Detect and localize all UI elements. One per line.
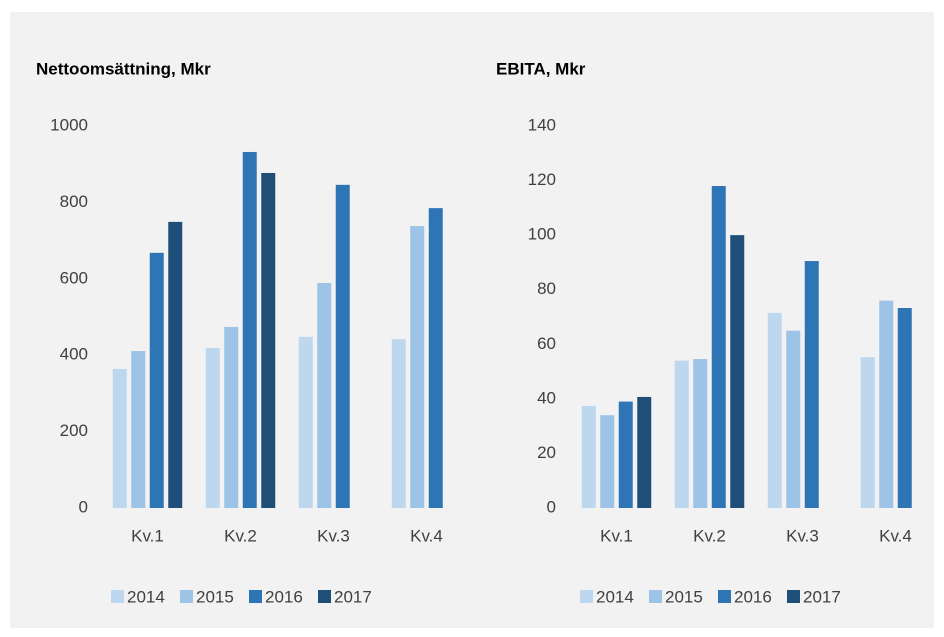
y-tick-label: 0 (547, 497, 556, 516)
bar (674, 360, 689, 508)
legend-swatch (249, 590, 262, 603)
legend-label: 2015 (196, 587, 234, 606)
x-tick-label: Kv.2 (693, 526, 726, 545)
x-tick-label: Kv.2 (224, 526, 257, 545)
x-tick-label: Kv.3 (317, 526, 350, 545)
y-tick-label: 0 (79, 497, 88, 516)
y-tick-label: 80 (537, 279, 556, 298)
bar (168, 221, 183, 508)
bar (224, 326, 239, 508)
y-tick-label: 400 (60, 345, 88, 364)
legend-swatch (180, 590, 193, 603)
y-tick-label: 20 (537, 443, 556, 462)
y-tick-label: 140 (528, 115, 556, 134)
bar (786, 330, 801, 508)
bar (149, 252, 164, 508)
legend-label: 2015 (665, 587, 703, 606)
legend-swatch (649, 590, 662, 603)
bar (693, 359, 708, 508)
bar (600, 415, 615, 508)
x-tick-label: Kv.1 (600, 526, 633, 545)
legend-swatch (580, 590, 593, 603)
legend-swatch (787, 590, 800, 603)
y-tick-label: 120 (528, 170, 556, 189)
y-tick-label: 60 (537, 334, 556, 353)
bar (205, 347, 220, 508)
x-tick-label: Kv.3 (786, 526, 819, 545)
bar (897, 307, 912, 508)
y-tick-label: 1000 (50, 115, 88, 134)
bar (730, 235, 745, 508)
y-tick-label: 600 (60, 268, 88, 287)
legend-label: 2017 (803, 587, 841, 606)
bar (711, 186, 726, 508)
legend-label: 2017 (334, 587, 372, 606)
bar (112, 368, 127, 508)
bar (860, 357, 875, 508)
bar (410, 226, 425, 509)
legend-swatch (718, 590, 731, 603)
bar (879, 300, 894, 508)
chart-title: Nettoomsättning, Mkr (36, 59, 211, 78)
bar (804, 261, 819, 508)
bar (317, 283, 332, 508)
legend-swatch (318, 590, 331, 603)
y-tick-label: 800 (60, 192, 88, 211)
x-tick-label: Kv.4 (410, 526, 443, 545)
legend-swatch (111, 590, 124, 603)
bar (131, 350, 146, 508)
legend-label: 2014 (127, 587, 165, 606)
bar (391, 339, 406, 508)
bar (242, 151, 257, 508)
legend-label: 2014 (596, 587, 634, 606)
legend-label: 2016 (265, 587, 303, 606)
bar (261, 172, 276, 508)
y-tick-label: 200 (60, 421, 88, 440)
bar (767, 312, 782, 508)
chart-title: EBITA, Mkr (496, 59, 586, 78)
bar (428, 208, 443, 508)
bar (618, 401, 633, 508)
x-tick-label: Kv.4 (879, 526, 912, 545)
bar (637, 396, 652, 508)
legend-label: 2016 (734, 587, 772, 606)
y-tick-label: 40 (537, 388, 556, 407)
x-tick-label: Kv.1 (131, 526, 164, 545)
y-tick-label: 100 (528, 225, 556, 244)
bar (335, 184, 350, 508)
bar (298, 336, 313, 508)
bar (581, 405, 596, 508)
